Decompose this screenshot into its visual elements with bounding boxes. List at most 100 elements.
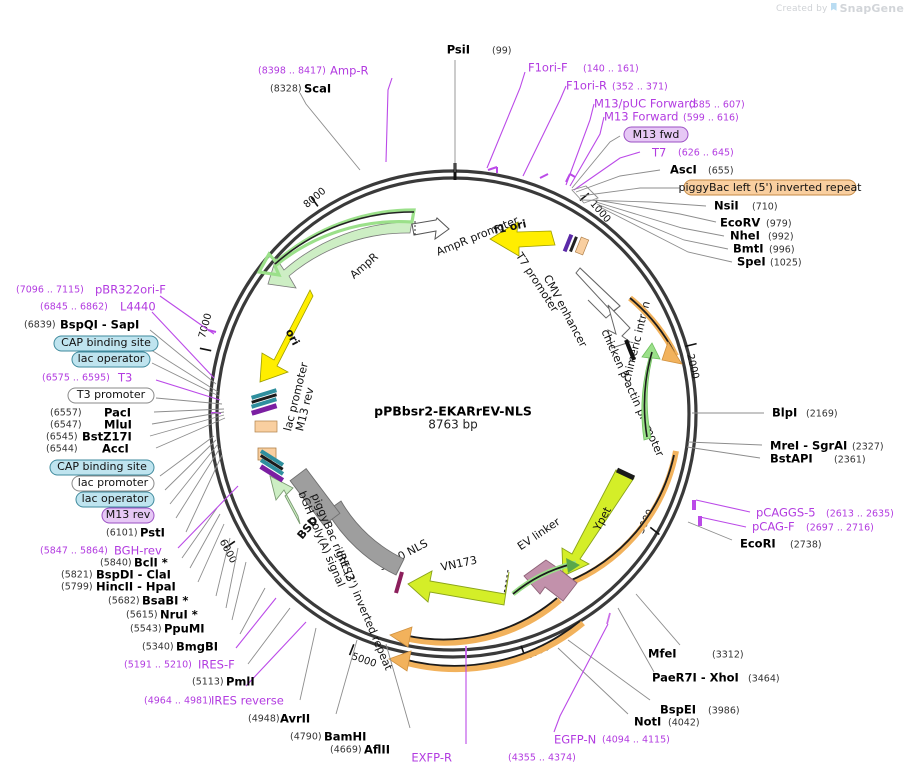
label-bamhi-name[interactable]: BamHI	[324, 730, 366, 744]
ruler-tick-label: 5000	[350, 651, 378, 670]
feature-ori[interactable]: ori	[259, 289, 314, 383]
badge-cap-binding-site-upper[interactable]	[53, 335, 159, 352]
label-bstz17i-name[interactable]: BstZ17I	[82, 430, 132, 444]
label-exfpr-name[interactable]: EXFP-R	[411, 751, 452, 765]
label-bspdi-clai-pos: (5821)	[61, 570, 93, 581]
label-m13-forward-name[interactable]: M13 Forward	[604, 110, 678, 124]
label-m13-forward-pos: (599 .. 616)	[683, 113, 739, 124]
label-t7-primer-pos: (626 .. 645)	[678, 148, 734, 159]
snapgene-flag-icon	[830, 3, 837, 11]
labels-right-group: BlpI (2169) MreI - SgrAI (2327) BstAPI (…	[553, 406, 894, 747]
label-t3-name[interactable]: T3	[117, 371, 132, 385]
label-blpi-pos: (2169)	[806, 409, 838, 420]
label-psti-name[interactable]: PstI	[140, 526, 165, 540]
label-avrii-name[interactable]: AvrII	[280, 712, 310, 726]
label-hincii-hpai-pos: (5799)	[61, 582, 93, 593]
label-acci-pos: (6544)	[46, 444, 78, 455]
label-ampr-primer-name[interactable]: Amp-R	[330, 64, 369, 78]
label-bmti-name[interactable]: BmtI	[733, 242, 764, 256]
label-m13puc-forward-name[interactable]: M13/pUC Forward	[594, 97, 696, 111]
label-avrii-pos: (4948)	[248, 714, 280, 725]
label-nrui-pos: (5615)	[126, 610, 158, 621]
label-cap-binding-site-upper: CAP binding site	[61, 336, 151, 349]
plasmid-center-label: pPBbsr2-EKARrEV-NLS 8763 bp	[374, 404, 532, 432]
feature-ypet[interactable]: Ypet	[561, 467, 636, 577]
label-bstapi-name[interactable]: BstAPI	[770, 452, 813, 466]
label-bspqi-sapi-name[interactable]: BspQI - SapI	[60, 318, 139, 332]
label-nhei-name[interactable]: NheI	[730, 229, 760, 243]
label-bcli-name[interactable]: BclI *	[134, 556, 168, 570]
plasmid-size: 8763 bp	[428, 418, 478, 432]
label-iresf-pos: (5191 .. 5210)	[124, 660, 192, 671]
label-paci-name[interactable]: PacI	[104, 406, 131, 420]
badge-piggybac-left[interactable]	[683, 179, 857, 196]
label-mlui-name[interactable]: MluI	[104, 418, 132, 432]
label-hincii-hpai-name[interactable]: HincII - HpaI	[96, 580, 176, 594]
label-ires-reverse-pos: (4964 .. 4981)	[144, 696, 212, 707]
badge-t3-promoter[interactable]	[67, 387, 155, 404]
label-iresf-name[interactable]: IRES-F	[198, 658, 235, 672]
label-f1ori-r-name[interactable]: F1ori-R	[566, 79, 607, 93]
feature-f1-ori[interactable]: f1 ori	[489, 217, 556, 257]
labels-left-group: (6101) PstI M13 rev lac operator lac pro…	[16, 283, 226, 540]
label-m13puc-forward-pos: (585 .. 607)	[689, 100, 745, 111]
label-aflii-name[interactable]: AflII	[364, 743, 390, 757]
label-mfei-name[interactable]: MfeI	[648, 647, 677, 661]
label-bstapi-pos: (2361)	[834, 455, 866, 466]
label-t3-pos: (6575 .. 6595)	[42, 373, 110, 384]
label-m13-rev: M13 rev	[106, 508, 151, 521]
transcript-arc-orange-1	[628, 295, 683, 365]
label-nrui-name[interactable]: NruI *	[160, 608, 198, 622]
label-bspei-name[interactable]: BspEI	[660, 703, 696, 717]
label-pcaggs5-name[interactable]: pCAGGS-5	[756, 506, 816, 520]
label-f1ori-f-name[interactable]: F1ori-F	[528, 61, 568, 75]
label-bgh-rev-pos: (5847 .. 5864)	[40, 546, 108, 557]
label-pcagf-name[interactable]: pCAG-F	[752, 520, 795, 534]
feature-label-ampr: AmpR	[347, 250, 381, 282]
feature-blocks-lac-lower[interactable]	[259, 449, 285, 483]
label-noti-name[interactable]: NotI	[634, 715, 661, 729]
badge-lac-operator-lower[interactable]	[75, 491, 155, 508]
label-ecorv-name[interactable]: EcoRV	[720, 216, 760, 230]
badge-m13-fwd[interactable]	[623, 126, 689, 143]
label-l4440-name[interactable]: L4440	[120, 300, 156, 314]
badge-lac-operator-upper[interactable]	[71, 351, 151, 368]
label-blpi-name[interactable]: BlpI	[772, 406, 797, 420]
label-asci-pos: (655)	[708, 166, 734, 177]
label-scai-pos: (8328)	[270, 84, 302, 95]
transcript-arc-orange-2	[563, 450, 679, 588]
label-f1ori-r-pos: (352 .. 371)	[612, 82, 668, 93]
label-ecori-name[interactable]: EcoRI	[740, 537, 776, 551]
label-bmgbi-name[interactable]: BmgBI	[176, 640, 218, 654]
feature-vn173[interactable]: VN173	[407, 554, 510, 606]
label-ppumi-name[interactable]: PpuMI	[164, 622, 205, 636]
badge-lac-promoter[interactable]	[71, 475, 155, 492]
badge-cap-binding-site-lower[interactable]	[49, 459, 155, 476]
label-bspdi-clai-name[interactable]: BspDI - ClaI	[96, 568, 171, 582]
label-t7-primer-name[interactable]: T7	[651, 146, 666, 160]
label-piggybac-left: piggyBac left (5') inverted repeat	[679, 181, 863, 194]
label-noti-pos: (4042)	[668, 718, 700, 729]
label-asci-name[interactable]: AscI	[670, 163, 697, 177]
label-scai-name[interactable]: ScaI	[304, 82, 331, 96]
label-acci-name[interactable]: AccI	[102, 442, 129, 456]
label-paer7i-xhoi-name[interactable]: PaeR7I - XhoI	[652, 671, 739, 685]
feature-label-ev-linker: EV linker	[515, 515, 563, 553]
label-psii-name[interactable]: PsiI	[447, 43, 470, 57]
plasmid-name: pPBbsr2-EKARrEV-NLS	[374, 404, 532, 419]
labels-bottom-group: EXFP-R (4355 .. 4374) (4669) AflII (4790…	[40, 485, 576, 765]
label-ires-reverse-name[interactable]: IRES reverse	[211, 694, 284, 708]
label-spei-name[interactable]: SpeI	[737, 255, 766, 269]
label-pcagf-pos: (2697 .. 2716)	[806, 523, 874, 534]
label-bsabi-name[interactable]: BsaBI *	[142, 594, 188, 608]
label-pmli-name[interactable]: PmlI	[226, 675, 255, 689]
badge-m13-rev[interactable]	[101, 507, 155, 524]
label-nsii-name[interactable]: NsiI	[714, 199, 739, 213]
watermark-prefix: Created by	[776, 3, 828, 14]
label-t3-promoter: T3 promoter	[76, 388, 146, 401]
label-mrei-sgrai-name[interactable]: MreI - SgrAI	[770, 439, 847, 453]
label-bgh-rev-name[interactable]: BGH-rev	[114, 544, 162, 558]
label-egfpn-name[interactable]: EGFP-N	[554, 733, 596, 747]
label-pbr322orif-name[interactable]: pBR322ori-F	[95, 283, 166, 297]
